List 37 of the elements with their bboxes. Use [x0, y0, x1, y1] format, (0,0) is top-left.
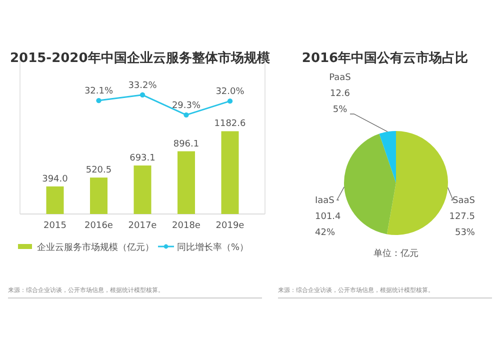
data-label: 693.1 [130, 153, 156, 164]
slice-label: IaaS [315, 196, 335, 206]
legend-label: 企业云服务市场规模（亿元） [37, 242, 154, 253]
bar [134, 165, 152, 214]
data-label: 33.2% [128, 80, 158, 91]
data-label: 101.4 42% [315, 212, 342, 238]
pie-slice [379, 131, 396, 183]
text: 单位：亿元 [374, 248, 418, 259]
data-label: 520.5 [86, 166, 112, 176]
data-label: 127.5 53% [449, 212, 476, 238]
point [227, 98, 233, 104]
pie-slice [386, 131, 448, 235]
point [140, 92, 146, 98]
data-label: 1182.6 [214, 119, 246, 130]
slice-label: PaaS [329, 73, 352, 83]
x-tick-label: 2017e [128, 220, 158, 231]
bar [90, 178, 108, 214]
data-label: 29.3% [172, 100, 201, 111]
data-label: 32.1% [84, 86, 114, 97]
data-label: 896.1 [173, 139, 200, 150]
x-tick-label: 2019e [216, 220, 245, 231]
x-tick-label: 2018e [172, 220, 201, 231]
bar [221, 131, 239, 214]
chart-title: 2016年中国公有云市场占比 [302, 50, 468, 66]
bar [46, 186, 64, 214]
data-label: 32.0% [216, 87, 245, 98]
data-label: 12.6 5% [330, 89, 350, 115]
x-tick-label: 2016e [84, 220, 114, 231]
bar [178, 151, 195, 214]
slice-label: SaaS [452, 196, 476, 206]
point [96, 98, 102, 104]
x-tick-label: 2015 [44, 220, 66, 231]
legend-label: 同比增长率（%） [177, 242, 249, 253]
data-label: 394.0 [42, 174, 68, 184]
chart-title: 2015-2020年中国企业云服务整体市场规模 [10, 50, 270, 66]
pie-slice [344, 134, 396, 234]
point [184, 112, 189, 118]
